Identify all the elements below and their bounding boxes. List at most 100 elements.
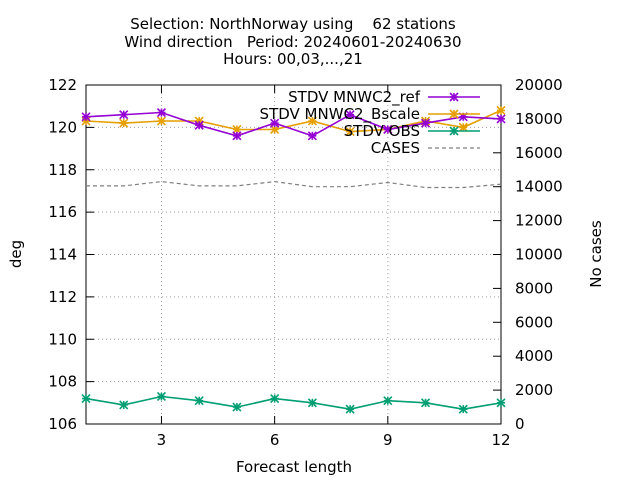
y-tick-label: 120 bbox=[48, 118, 77, 136]
data-point-stdv-mnwc2-ref bbox=[232, 131, 242, 141]
x-tick-label: 12 bbox=[491, 431, 510, 449]
y2-tick-label: 0 bbox=[515, 415, 525, 433]
legend-label-stdv-mnwc2-ref: STDV MNWC2_ref bbox=[288, 88, 421, 107]
x-tick-label: 3 bbox=[157, 431, 167, 449]
chart-title-line-2: Wind direction Period: 20240601-20240630 bbox=[124, 33, 462, 51]
marker-stroke bbox=[119, 400, 129, 410]
marker-stroke bbox=[345, 110, 355, 120]
marker-stroke bbox=[270, 394, 280, 404]
x-tick-label: 6 bbox=[270, 431, 280, 449]
marker-stroke bbox=[156, 107, 167, 118]
data-point-stdv-obs bbox=[81, 394, 91, 404]
series-line-cases bbox=[86, 180, 502, 189]
y-tick-label: 118 bbox=[48, 161, 77, 179]
data-point-stdv-mnwc2-ref bbox=[420, 118, 431, 128]
series-layer bbox=[81, 105, 506, 414]
marker-stroke bbox=[307, 116, 317, 126]
y2-tick-label: 14000 bbox=[515, 178, 563, 196]
y2-tick-label: 10000 bbox=[515, 246, 563, 264]
y-axis-label: deg bbox=[7, 240, 25, 268]
data-point-stdv-obs bbox=[119, 400, 129, 410]
marker-stroke bbox=[232, 402, 242, 412]
marker-stroke bbox=[383, 396, 393, 406]
series-line-stdv-mnwc2-ref bbox=[85, 111, 502, 137]
y2-tick-label: 12000 bbox=[515, 212, 563, 230]
marker-stroke bbox=[270, 118, 280, 128]
marker-stroke bbox=[307, 131, 317, 141]
data-point-stdv-mnwc2-ref bbox=[496, 114, 506, 124]
legend-marker-stdv-mnwc2-ref bbox=[449, 92, 459, 102]
marker-stroke bbox=[420, 118, 431, 128]
legend-marker-stdv-mnwc2-bscale bbox=[449, 109, 459, 119]
chart-title-line-1: Selection: NorthNorway using 62 stations bbox=[130, 15, 456, 33]
marker-stroke bbox=[496, 105, 506, 115]
marker-stroke bbox=[194, 120, 204, 130]
series-line-stdv-obs bbox=[85, 395, 502, 411]
y-tick-label: 110 bbox=[48, 330, 77, 348]
marker-stroke bbox=[420, 398, 431, 408]
data-point-stdv-mnwc2-bscale bbox=[156, 116, 167, 126]
legend-label-cases: CASES bbox=[371, 139, 420, 157]
data-point-stdv-mnwc2-ref bbox=[194, 120, 204, 130]
data-point-stdv-obs bbox=[458, 404, 468, 414]
data-point-stdv-obs bbox=[194, 396, 204, 406]
y-tick-label: 112 bbox=[48, 288, 77, 306]
data-point-stdv-obs bbox=[420, 398, 431, 408]
marker-stroke bbox=[232, 131, 242, 141]
data-point-stdv-obs bbox=[496, 398, 506, 408]
x-tick-label: 9 bbox=[383, 431, 393, 449]
y2-tick-label: 4000 bbox=[515, 347, 553, 365]
grid bbox=[86, 85, 501, 424]
data-point-stdv-obs bbox=[270, 394, 280, 404]
y-tick-label: 116 bbox=[48, 203, 77, 221]
marker-stroke bbox=[81, 394, 91, 404]
data-point-stdv-mnwc2-ref bbox=[345, 110, 355, 120]
legend-label-stdv-obs: STDV OBS bbox=[344, 122, 420, 140]
data-point-stdv-mnwc2-bscale bbox=[458, 122, 468, 132]
data-point-stdv-obs bbox=[383, 396, 393, 406]
axes: 106 108 110 112 114 116 118 120 122 0 2000 4000 6000… bbox=[48, 76, 562, 449]
marker-stroke bbox=[383, 124, 393, 135]
data-point-stdv-mnwc2-bscale bbox=[496, 105, 506, 115]
data-point-stdv-mnwc2-ref bbox=[307, 131, 317, 141]
data-point-stdv-mnwc2-bscale bbox=[307, 116, 317, 126]
marker-stroke bbox=[449, 126, 459, 136]
marker-stroke bbox=[119, 110, 129, 120]
x-axis-label: Forecast length bbox=[236, 458, 352, 476]
marker-stroke bbox=[496, 114, 506, 124]
y2-tick-label: 2000 bbox=[515, 381, 553, 399]
marker-stroke bbox=[458, 122, 468, 132]
marker-stroke bbox=[345, 404, 355, 414]
y-tick-label: 108 bbox=[48, 373, 77, 391]
data-point-stdv-obs bbox=[307, 398, 317, 408]
data-point-stdv-obs bbox=[232, 402, 242, 412]
marker-stroke bbox=[458, 404, 468, 414]
y2-tick-label: 18000 bbox=[515, 110, 563, 128]
marker-stroke bbox=[194, 396, 204, 406]
data-point-stdv-mnwc2-ref bbox=[81, 112, 91, 122]
plot-frame bbox=[85, 84, 502, 425]
data-point-stdv-obs bbox=[345, 404, 355, 414]
marker-stroke bbox=[449, 109, 459, 119]
y-tick-label: 114 bbox=[48, 246, 77, 264]
marker-stroke bbox=[156, 116, 167, 126]
chart-title-line-3: Hours: 00,03,...,21 bbox=[223, 50, 363, 68]
y-tick-label: 106 bbox=[48, 415, 77, 433]
y2-axis-label: No cases bbox=[587, 220, 605, 288]
legend-marker-stdv-obs bbox=[449, 126, 459, 136]
data-point-stdv-mnwc2-bscale bbox=[345, 127, 355, 137]
marker-stroke bbox=[345, 127, 355, 137]
marker-stroke bbox=[496, 398, 506, 408]
data-point-stdv-obs bbox=[156, 391, 167, 402]
marker-stroke bbox=[307, 398, 317, 408]
legend-label-stdv-mnwc2-bscale: STDV MNWC2_Bscale bbox=[260, 105, 420, 124]
data-point-stdv-mnwc2-ref bbox=[270, 118, 280, 128]
y2-tick-label: 16000 bbox=[515, 144, 563, 162]
y2-tick-label: 8000 bbox=[515, 279, 553, 297]
marker-stroke bbox=[81, 112, 91, 122]
data-point-stdv-mnwc2-ref bbox=[383, 124, 393, 135]
y-tick-label: 122 bbox=[48, 76, 77, 94]
data-point-stdv-mnwc2-bscale bbox=[119, 118, 129, 128]
